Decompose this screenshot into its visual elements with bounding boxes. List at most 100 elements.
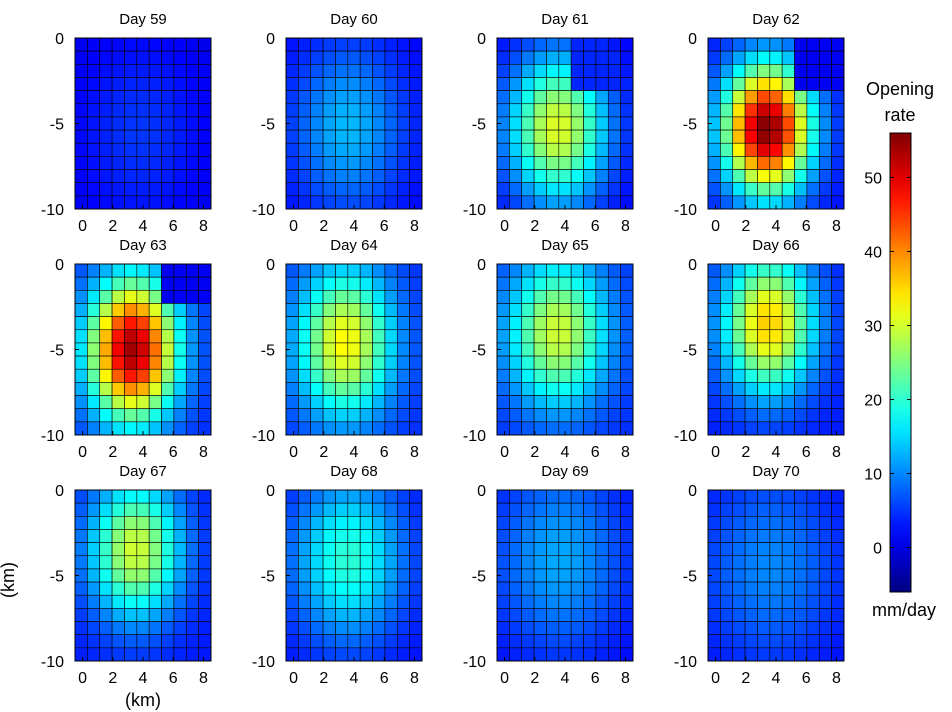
heatmap-cell xyxy=(74,502,88,517)
heatmap-cell xyxy=(409,634,423,649)
heatmap-cell xyxy=(509,368,523,383)
heatmap-cell xyxy=(298,342,312,357)
heatmap-cell xyxy=(161,316,175,331)
heatmap-cell xyxy=(185,542,199,557)
heatmap-cell xyxy=(831,142,845,157)
heatmap-cell xyxy=(818,290,832,304)
heatmap-cell xyxy=(806,608,820,622)
heatmap-cell xyxy=(148,195,162,210)
heatmap-cell xyxy=(384,276,398,291)
heatmap-cell xyxy=(595,290,609,304)
heatmap-cell xyxy=(322,489,336,504)
heatmap-cell xyxy=(87,489,101,504)
heatmap-cell xyxy=(173,502,187,517)
heatmap-cell xyxy=(74,64,88,78)
heatmap-cell xyxy=(794,542,808,557)
heatmap-cell xyxy=(409,129,423,144)
heatmap-cell xyxy=(831,290,845,304)
heatmap-cell xyxy=(546,50,560,65)
heatmap-cell xyxy=(74,303,88,317)
heatmap-cell xyxy=(396,77,410,91)
heatmap-cell xyxy=(298,634,312,649)
heatmap-cell xyxy=(335,382,349,396)
heatmap-cell xyxy=(124,329,138,344)
heatmap-cell xyxy=(298,329,312,344)
x-tick-label: 0 xyxy=(711,444,720,461)
heatmap-cell xyxy=(707,368,721,383)
heatmap-cell xyxy=(148,355,162,370)
heatmap-cell xyxy=(583,64,597,78)
heatmap-cell xyxy=(74,382,88,396)
heatmap-cell xyxy=(533,316,547,331)
heatmap-cell xyxy=(583,529,597,543)
heatmap-cell xyxy=(136,542,150,557)
panel-title: Day 66 xyxy=(752,237,800,254)
panel-day-68: Day 680 2 4 6 80-5-10 xyxy=(252,463,423,687)
heatmap-cell xyxy=(285,368,299,383)
heatmap-cell xyxy=(310,90,324,105)
heatmap-cell xyxy=(185,103,199,118)
heatmap-cell xyxy=(136,395,150,409)
y-tick-label: -10 xyxy=(674,202,697,219)
heatmap-cell xyxy=(198,329,212,344)
heatmap-cell xyxy=(732,608,746,622)
heatmap-cell xyxy=(607,103,621,118)
heatmap-cell xyxy=(298,290,312,304)
heatmap-cell xyxy=(161,382,175,396)
heatmap-cell xyxy=(595,64,609,78)
heatmap-cell xyxy=(732,129,746,144)
heatmap-cell xyxy=(496,489,510,504)
heatmap-cell xyxy=(570,182,584,197)
heatmap-cell xyxy=(818,568,832,583)
heatmap-cell xyxy=(620,594,634,609)
heatmap-cell xyxy=(806,169,820,183)
heatmap-cell xyxy=(396,634,410,649)
panel-day-67: Day 670 2 4 6 80-5-10 xyxy=(41,463,212,687)
heatmap-cell xyxy=(744,50,758,65)
heatmap-cell xyxy=(173,276,187,291)
heatmap-cell xyxy=(769,116,783,131)
heatmap-cell xyxy=(496,594,510,609)
heatmap-cell xyxy=(620,64,634,78)
heatmap-cell xyxy=(359,303,373,317)
heatmap-cell xyxy=(285,316,299,331)
heatmap-cell xyxy=(806,342,820,357)
heatmap-cell xyxy=(185,182,199,197)
heatmap-cell xyxy=(757,502,771,517)
heatmap-cell xyxy=(384,90,398,105)
heatmap-cell xyxy=(546,64,560,78)
heatmap-cell xyxy=(794,116,808,131)
heatmap-cell xyxy=(111,303,125,317)
heatmap-cell xyxy=(806,568,820,583)
heatmap-cell xyxy=(372,90,386,105)
heatmap-cell xyxy=(707,77,721,91)
heatmap-cell xyxy=(87,555,101,570)
heatmap-cell xyxy=(509,77,523,91)
heatmap-cell xyxy=(111,290,125,304)
heatmap-cell xyxy=(509,342,523,357)
heatmap-cell xyxy=(831,195,845,210)
heatmap-cell xyxy=(720,316,734,331)
heatmap-cell xyxy=(198,568,212,583)
heatmap-cell xyxy=(409,621,423,635)
heatmap-cell xyxy=(509,568,523,583)
heatmap-cell xyxy=(818,37,832,52)
heatmap-cell xyxy=(74,156,88,170)
heatmap-cell xyxy=(769,621,783,635)
y-tick-label: -10 xyxy=(41,202,64,219)
heatmap-cell xyxy=(148,621,162,635)
heatmap-cell xyxy=(173,516,187,530)
y-tick-label: 0 xyxy=(55,31,64,48)
heatmap-cell xyxy=(831,169,845,183)
heatmap-cell xyxy=(831,647,845,662)
heatmap-cell xyxy=(173,195,187,210)
heatmap-cell xyxy=(558,489,572,504)
heatmap-cell xyxy=(87,263,101,278)
heatmap-cell xyxy=(161,489,175,504)
x-tick-label: 2 xyxy=(319,218,328,235)
heatmap-cell xyxy=(111,276,125,291)
heatmap-cell xyxy=(509,182,523,197)
x-tick-label: 2 xyxy=(319,444,328,461)
heatmap-cell xyxy=(148,77,162,91)
panel-title: Day 68 xyxy=(330,463,378,480)
